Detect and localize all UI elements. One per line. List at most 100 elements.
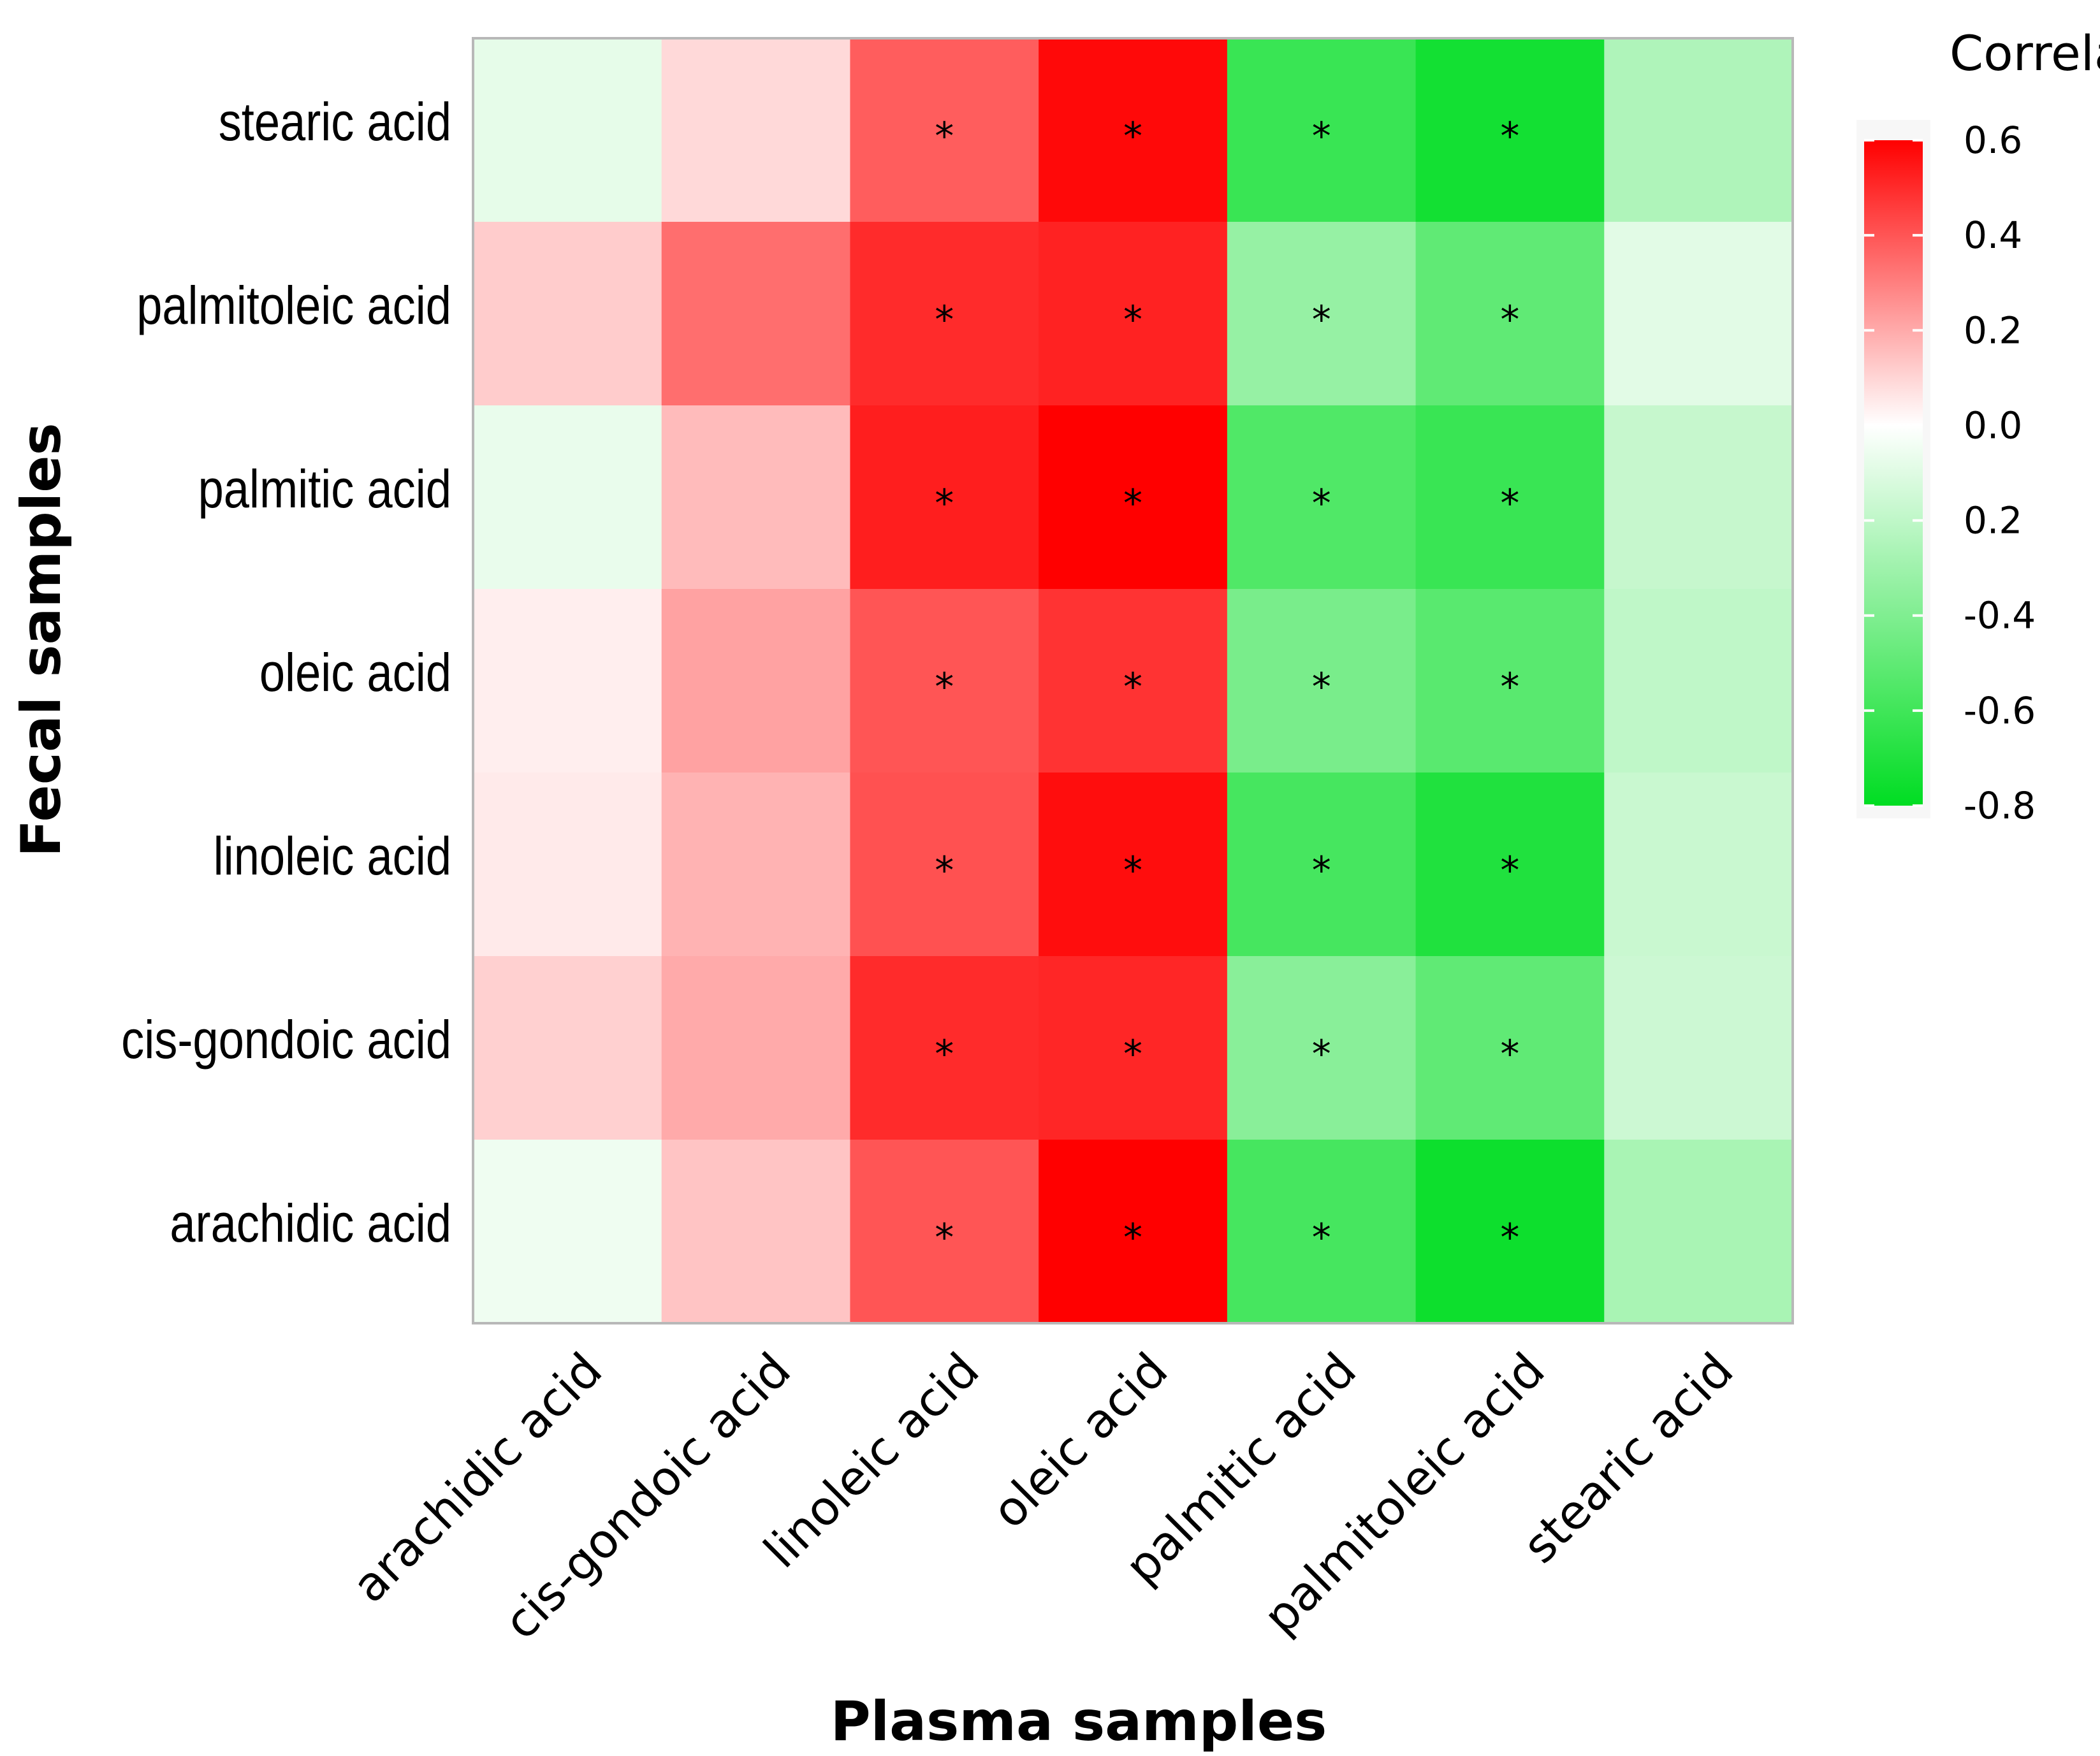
significance-star: * xyxy=(935,848,954,893)
significance-star: * xyxy=(1123,1032,1142,1077)
heatmap-cell xyxy=(850,405,1039,590)
heatmap-cell xyxy=(473,773,662,957)
legend-tick-label: 0.2 xyxy=(1964,308,2022,352)
heatmap-cell xyxy=(1415,956,1605,1140)
y-tick-label: cis-gondoic acid xyxy=(121,1010,451,1070)
significance-star: * xyxy=(1123,114,1142,159)
heatmap-cell xyxy=(473,222,662,406)
significance-star: * xyxy=(1500,848,1519,893)
heatmap-cell xyxy=(473,405,662,590)
heatmap-cell xyxy=(661,222,850,406)
legend-ticks: 0.6 0.4 0.2 0.0 0.2 -0.4 -0.6 -0.8 xyxy=(1864,119,2036,827)
heatmap-cell xyxy=(850,38,1039,222)
significance-star: * xyxy=(1123,848,1142,893)
heatmap-cell xyxy=(1227,1140,1417,1324)
color-legend: Correlation 0.6 0.4 0.2 0.0 0.2 -0.4 -0.6 -0.8 xyxy=(1856,25,2100,827)
heatmap-cell xyxy=(1039,956,1228,1140)
significance-star: * xyxy=(935,481,954,526)
significance-star: * xyxy=(935,665,954,709)
significance-star: * xyxy=(1312,114,1331,159)
legend-tick-label: -0.4 xyxy=(1964,594,2036,637)
heatmap-cell xyxy=(1039,1140,1228,1324)
significance-star: * xyxy=(1500,298,1519,342)
y-axis-title: Fecal samples xyxy=(10,423,73,857)
significance-star: * xyxy=(1312,848,1331,893)
heatmap-cell xyxy=(850,773,1039,957)
heatmap-cell xyxy=(1039,222,1228,406)
significance-star: * xyxy=(1500,665,1519,709)
heatmap-cell xyxy=(1039,773,1228,957)
heatmap-cell xyxy=(1604,773,1793,957)
significance-star: * xyxy=(1123,1215,1142,1260)
plot-frame xyxy=(472,37,1794,1324)
y-tick-label: linoleic acid xyxy=(214,826,451,886)
heatmap-cells xyxy=(473,38,1793,1324)
heatmap-cell xyxy=(1227,405,1417,590)
significance-star: * xyxy=(1123,665,1142,709)
heatmap-cell xyxy=(1415,589,1605,773)
heatmap-cell xyxy=(661,38,850,222)
heatmap-cell xyxy=(473,589,662,773)
heatmap-cell xyxy=(661,405,850,590)
y-tick-label: arachidic acid xyxy=(170,1193,451,1253)
significance-markers: * * * * * * * * * * * * * * * * * * * * * * * * * * * * xyxy=(935,114,1519,1260)
legend-color-bar xyxy=(1864,140,1923,806)
heatmap-cell xyxy=(1039,38,1228,222)
y-tick-label: palmitoleic acid xyxy=(136,275,451,335)
heatmap-cell xyxy=(1227,956,1417,1140)
heatmap-cell xyxy=(1415,222,1605,406)
heatmap-cell xyxy=(1604,589,1793,773)
legend-title: Correlation xyxy=(1950,25,2100,82)
significance-star: * xyxy=(1123,298,1142,342)
x-axis-title: Plasma samples xyxy=(831,1690,1327,1753)
heatmap-cell xyxy=(1039,589,1228,773)
significance-star: * xyxy=(1500,1032,1519,1077)
legend-tick-label: 0.0 xyxy=(1964,403,2022,447)
significance-star: * xyxy=(1312,1032,1331,1077)
heatmap-cell xyxy=(1227,38,1417,222)
legend-tick-label: 0.4 xyxy=(1964,214,2022,257)
heatmap-cell xyxy=(473,1140,662,1324)
legend-tick-label: 0.6 xyxy=(1964,119,2022,162)
heatmap-cell xyxy=(661,956,850,1140)
x-tick-label: oleic acid xyxy=(982,1342,1178,1539)
significance-star: * xyxy=(935,114,954,159)
legend-tick-label: 0.2 xyxy=(1964,499,2022,542)
heatmap-cell xyxy=(1604,1140,1793,1324)
heatmap-cell xyxy=(850,589,1039,773)
significance-star: * xyxy=(935,1215,954,1260)
legend-tick-label: -0.8 xyxy=(1964,784,2036,827)
heatmap-cell xyxy=(1227,222,1417,406)
heatmap-cell xyxy=(850,956,1039,1140)
significance-star: * xyxy=(1312,665,1331,709)
legend-tick-label: -0.6 xyxy=(1964,689,2036,732)
heatmap-cell xyxy=(1415,773,1605,957)
significance-star: * xyxy=(1312,298,1331,342)
heatmap-cell xyxy=(1415,405,1605,590)
y-tick-label: stearic acid xyxy=(219,92,451,152)
heatmap-cell xyxy=(1227,773,1417,957)
heatmap-cell xyxy=(1039,405,1228,590)
significance-star: * xyxy=(1500,114,1519,159)
significance-star: * xyxy=(935,1032,954,1077)
heatmap-cell xyxy=(850,222,1039,406)
heatmap-cell xyxy=(473,956,662,1140)
y-tick-label: palmitic acid xyxy=(198,459,451,519)
heatmap-cell xyxy=(1604,956,1793,1140)
significance-star: * xyxy=(1500,481,1519,526)
y-tick-labels: stearic acid palmitoleic acid palmitic aci… xyxy=(121,92,451,1253)
heatmap-cell xyxy=(661,773,850,957)
heatmap-cell xyxy=(1415,1140,1605,1324)
heatmap-cell xyxy=(1604,222,1793,406)
y-tick-label: oleic acid xyxy=(259,642,451,702)
heatmap-cell xyxy=(1604,38,1793,222)
heatmap-cell xyxy=(1604,405,1793,590)
heatmap-cell xyxy=(850,1140,1039,1324)
significance-star: * xyxy=(1312,481,1331,526)
heatmap-cell xyxy=(661,589,850,773)
heatmap-cell xyxy=(1415,38,1605,222)
heatmap-cell xyxy=(1227,589,1417,773)
significance-star: * xyxy=(1123,481,1142,526)
